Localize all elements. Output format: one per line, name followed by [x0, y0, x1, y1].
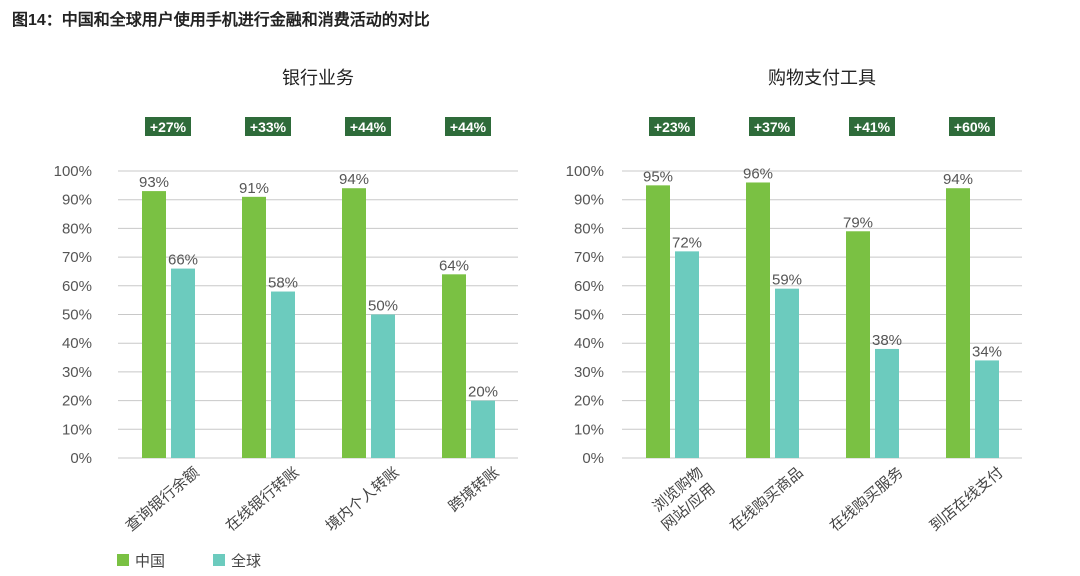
y-tick-label: 100%: [566, 163, 604, 180]
data-label-global: 66%: [168, 252, 198, 269]
difference-badge: [649, 117, 695, 136]
data-label-global: 20%: [468, 384, 498, 401]
category-label: 在线银行转账: [223, 464, 303, 535]
difference-badge-label: +41%: [854, 119, 891, 135]
y-tick-label: 100%: [54, 163, 92, 180]
bar-global: [675, 251, 699, 458]
difference-badge: [949, 117, 995, 136]
figure-title: 图14：中国和全球用户使用手机进行金融和消费活动的对比: [12, 12, 430, 29]
bar-global: [471, 400, 495, 458]
data-label-china: 64%: [439, 257, 469, 274]
category-label: 跨境转账: [445, 463, 503, 515]
bar-global: [171, 268, 195, 458]
data-label-china: 94%: [339, 171, 369, 188]
difference-badge-label: +27%: [150, 119, 187, 135]
panel-banking: 银行业务 0% 10% 20% 30% 40% 50% 60% 70% 80% 90% 100% +27…: [54, 68, 518, 535]
difference-badge: [345, 117, 391, 136]
y-tick-label: 50%: [574, 307, 604, 324]
y-tick-label: 30%: [574, 364, 604, 381]
data-label-global: 38%: [872, 332, 902, 349]
panel-title: 购物支付工具: [768, 68, 876, 88]
y-tick-label: 20%: [574, 393, 604, 410]
y-tick-label: 40%: [62, 335, 92, 352]
data-label-china: 96%: [743, 165, 773, 182]
data-label-china: 91%: [239, 180, 269, 197]
difference-badge-label: +44%: [450, 119, 487, 135]
difference-badge-label: +33%: [250, 119, 287, 135]
y-tick-label: 80%: [574, 220, 604, 237]
bar-global: [371, 314, 395, 458]
bar-china: [342, 188, 366, 458]
data-label-china: 94%: [943, 171, 973, 188]
category-label: 查询银行余额: [122, 463, 203, 535]
difference-badge: [145, 117, 191, 136]
difference-badge-label: +37%: [754, 119, 791, 135]
data-label-china: 79%: [843, 214, 873, 231]
bar-china: [242, 196, 266, 458]
y-tick-label: 80%: [62, 220, 92, 237]
data-label-global: 50%: [368, 298, 398, 315]
difference-badge: [749, 117, 795, 136]
difference-badge-label: +23%: [654, 119, 691, 135]
y-tick-label: 10%: [574, 421, 604, 438]
difference-badge: [445, 117, 491, 136]
panel-title: 银行业务: [282, 68, 354, 88]
legend-swatch-china: [117, 554, 129, 566]
difference-badge: [849, 117, 895, 136]
category-label: 到店在线支付: [927, 464, 1007, 535]
bar-china: [946, 188, 970, 458]
legend-label-china: 中国: [135, 553, 165, 570]
y-tick-label: 90%: [574, 192, 604, 209]
y-tick-label: 60%: [574, 278, 604, 295]
data-label-global: 58%: [268, 275, 298, 292]
difference-badge-label: +60%: [954, 119, 991, 135]
data-label-global: 72%: [672, 234, 702, 251]
panel-shopping-payment: 购物支付工具 0% 10% 20% 30% 40% 50% 60% 70% 80% 90% 100% +…: [566, 68, 1022, 535]
difference-badge-label: +44%: [350, 119, 387, 135]
y-tick-label: 10%: [62, 421, 92, 438]
y-tick-label: 50%: [62, 307, 92, 324]
y-tick-label: 90%: [62, 192, 92, 209]
y-tick-label: 0%: [70, 450, 92, 467]
legend: 中国 全球: [117, 552, 261, 570]
bar-global: [775, 288, 799, 458]
category-label: 在线购买商品: [727, 464, 807, 535]
bar-china: [142, 191, 166, 458]
data-label-global: 59%: [772, 272, 802, 289]
legend-swatch-global: [213, 554, 225, 566]
data-label-global: 34%: [972, 343, 1002, 360]
y-tick-label: 0%: [582, 450, 604, 467]
category-label: 境内个人转账: [322, 463, 403, 535]
bar-china: [442, 274, 466, 458]
y-tick-label: 20%: [62, 393, 92, 410]
y-tick-label: 40%: [574, 335, 604, 352]
legend-label-global: 全球: [231, 552, 261, 570]
y-tick-label: 70%: [62, 249, 92, 266]
bar-china: [746, 182, 770, 459]
data-label-china: 93%: [139, 174, 169, 191]
bar-china: [646, 185, 670, 458]
bar-china: [846, 231, 870, 458]
category-label: 在线购买服务: [827, 464, 907, 535]
bar-global: [271, 291, 295, 458]
y-tick-label: 70%: [574, 249, 604, 266]
y-tick-label: 30%: [62, 364, 92, 381]
y-tick-label: 60%: [62, 278, 92, 295]
data-label-china: 95%: [643, 168, 673, 185]
bar-global: [975, 360, 999, 458]
difference-badge: [245, 117, 291, 136]
bar-global: [875, 348, 899, 458]
